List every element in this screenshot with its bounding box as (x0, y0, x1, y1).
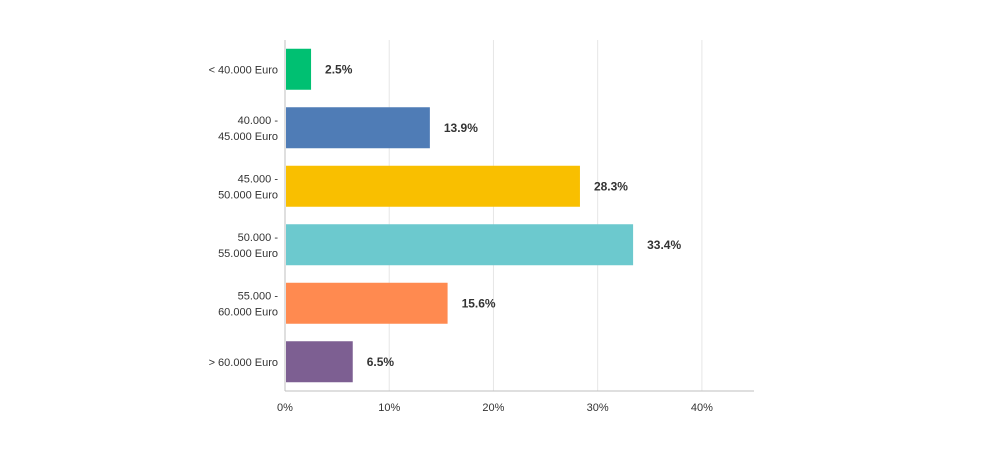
category-label-0-0: < 40.000 Euro (209, 64, 278, 76)
category-label-1-1: 45.000 Euro (218, 131, 278, 143)
data-label-5: 6.5% (367, 355, 395, 369)
grid-lines (388, 40, 703, 391)
bar-5 (286, 341, 353, 383)
x-tick-label-1: 10% (378, 402, 400, 414)
bar-2 (286, 165, 580, 207)
x-tick-label-4: 40% (691, 402, 713, 414)
labels: 2.5% < 40.000 Euro 13.9% 40.000 - 45.000 Eur… (209, 62, 714, 414)
category-label-4-1: 60.000 Euro (218, 306, 278, 318)
category-label-5-0: > 60.000 Euro (209, 357, 278, 369)
data-label-3: 33.4% (647, 238, 681, 252)
bars (286, 48, 634, 383)
x-tick-label-3: 30% (587, 402, 609, 414)
data-label-1: 13.9% (444, 121, 478, 135)
axes (284, 40, 754, 392)
category-label-4-0: 55.000 - (238, 290, 279, 302)
category-label-3-0: 50.000 - (238, 232, 279, 244)
category-label-1-0: 40.000 - (238, 115, 279, 127)
category-label-2-0: 45.000 - (238, 173, 279, 185)
data-label-2: 28.3% (594, 179, 628, 193)
category-label-2-1: 50.000 Euro (218, 189, 278, 201)
x-tick-label-2: 20% (482, 402, 504, 414)
bar-4 (286, 282, 448, 324)
x-tick-label-0: 0% (277, 402, 293, 414)
data-label-4: 15.6% (462, 296, 496, 310)
category-label-3-1: 55.000 Euro (218, 248, 278, 260)
bar-3 (286, 224, 634, 266)
data-label-0: 2.5% (325, 62, 353, 76)
bar-1 (286, 107, 430, 149)
bar-0 (286, 48, 312, 90)
